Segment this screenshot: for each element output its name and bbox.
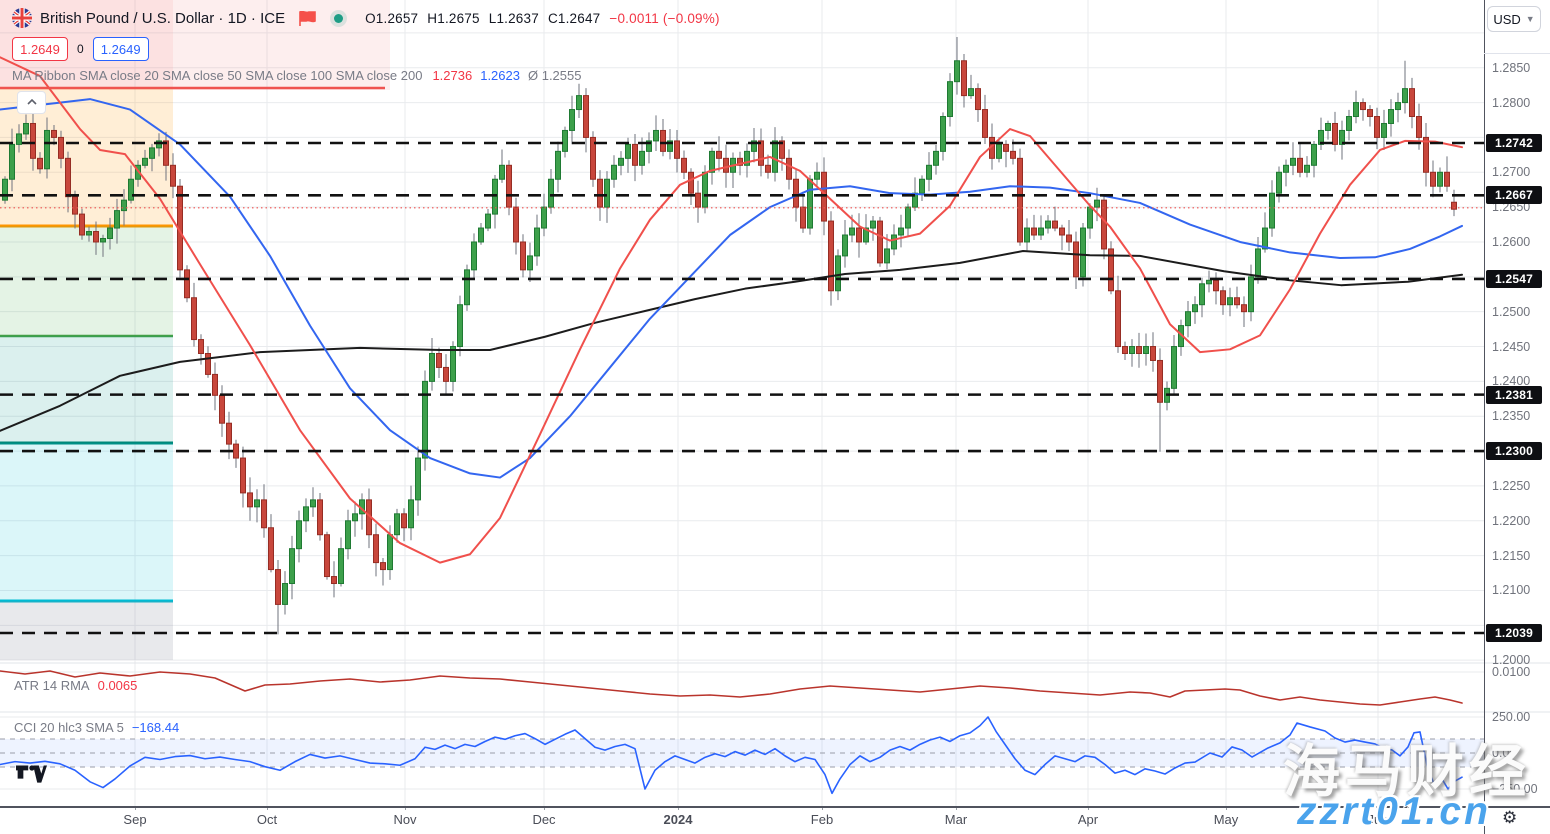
time-tick-mark <box>956 806 957 810</box>
sma20-value: 1.2736 <box>432 68 473 83</box>
price-tick-label: 1.2500 <box>1492 304 1531 319</box>
spread-value: 0 <box>77 42 84 56</box>
price-axis-border <box>1484 0 1485 834</box>
time-axis[interactable]: Sep Oct Nov Dec 2024 Feb Mar Apr May Jun <box>0 806 1550 834</box>
watermark-text: 海马财经 <box>1283 740 1531 804</box>
time-axis-border <box>0 806 1550 808</box>
time-tick-mark <box>1378 806 1379 810</box>
currency-label: USD <box>1493 11 1521 27</box>
price-tick-label: 1.2700 <box>1492 165 1531 180</box>
time-tick-label: 2024 <box>663 812 693 827</box>
time-tick-mark <box>822 806 823 810</box>
bid-price-box[interactable]: 1.2649 <box>12 37 68 61</box>
cci-axis-label: 0.00 <box>1492 746 1517 760</box>
price-tick-label: 1.2150 <box>1492 548 1531 563</box>
price-tick-label: 1.2400 <box>1492 374 1531 389</box>
time-tick-label: Dec <box>532 812 556 827</box>
cci-label: CCI 20 hlc3 SMA 5 <box>14 720 124 735</box>
price-level-badge: 1.2667 <box>1486 186 1542 205</box>
axis-separator <box>1484 53 1550 54</box>
time-tick-label: Nov <box>393 812 417 827</box>
time-tick-mark <box>544 806 545 810</box>
atr-axis-label: 0.0100 <box>1492 665 1531 679</box>
price-tick-label: 1.2200 <box>1492 513 1531 528</box>
ohlc-low: L1.2637 <box>488 10 539 26</box>
price-level-badge: 1.2039 <box>1486 623 1542 642</box>
time-tick-mark <box>1226 806 1227 810</box>
sma50-value: 1.2623 <box>480 68 520 83</box>
atr-label: ATR 14 RMA <box>14 678 90 693</box>
tradingview-logo[interactable] <box>16 763 47 791</box>
uk-flag-icon <box>12 8 32 28</box>
price-tick-label: 1.2800 <box>1492 95 1531 110</box>
time-tick-label: Apr <box>1077 812 1099 827</box>
price-tick-label: 1.2600 <box>1492 234 1531 249</box>
time-tick-mark <box>135 806 136 810</box>
ohlc-high: H1.2675 <box>427 10 480 26</box>
time-tick-mark <box>267 806 268 810</box>
bid-ask-row: 1.2649 0 1.2649 <box>12 37 149 61</box>
atr-legend[interactable]: ATR 14 RMA 0.0065 <box>14 678 137 693</box>
price-level-badge: 1.2381 <box>1486 385 1542 404</box>
time-tick-label: Feb <box>810 812 834 827</box>
price-level-badge: 1.2742 <box>1486 134 1542 152</box>
time-tick-label: Jun <box>1367 812 1389 827</box>
ohlc-readout: O1.2657 H1.2675 L1.2637 C1.2647 −0.0011 (−0.… <box>365 11 729 26</box>
time-tick-mark <box>405 806 406 810</box>
chevron-up-icon <box>26 97 37 108</box>
time-tick-mark <box>678 806 679 810</box>
price-tick-label: 1.2350 <box>1492 409 1531 424</box>
price-tick-label: 1.2000 <box>1492 653 1531 668</box>
ask-price-box[interactable]: 1.2649 <box>92 37 149 61</box>
cci-legend[interactable]: CCI 20 hlc3 SMA 5 −168.44 <box>14 720 179 735</box>
flagged-icon[interactable] <box>299 10 316 26</box>
time-tick-label: Mar <box>944 812 968 827</box>
currency-dropdown[interactable]: USD ▼ <box>1487 6 1541 32</box>
price-tick-label: 1.2100 <box>1492 583 1531 598</box>
price-tick-label: 1.2450 <box>1492 339 1531 354</box>
chevron-down-icon: ▼ <box>1525 14 1535 24</box>
cci-axis-label: −250.00 <box>1492 782 1538 796</box>
time-tick-label: Oct <box>256 812 278 827</box>
market-status-icon <box>334 13 344 23</box>
price-level-badge: 1.2547 <box>1486 269 1542 288</box>
ma-ribbon-legend[interactable]: MA Ribbon SMA close 20 SMA close 50 SMA … <box>12 68 581 83</box>
symbol-title[interactable]: British Pound / U.S. Dollar · 1D · ICE <box>40 9 286 27</box>
sma-avg-value: Ø 1.2555 <box>527 68 582 83</box>
price-level-badge: 1.2300 <box>1486 442 1542 461</box>
ohlc-change: −0.0011 (−0.09%) <box>609 10 720 26</box>
ohlc-close: C1.2647 <box>547 10 601 26</box>
ohlc-open: O1.2657 <box>365 10 419 26</box>
cci-axis-label: 250.00 <box>1492 710 1531 724</box>
symbol-header: British Pound / U.S. Dollar · 1D · ICE O… <box>12 8 729 28</box>
ma-ribbon-label: MA Ribbon SMA close 20 SMA close 50 SMA … <box>12 68 423 83</box>
time-tick-label: May <box>1213 812 1239 827</box>
watermark-url: zzrt01.cn <box>1297 790 1491 833</box>
collapse-panel-button[interactable] <box>17 91 46 114</box>
price-tick-label: 1.2250 <box>1492 478 1531 493</box>
price-tick-label: 1.2850 <box>1492 60 1531 75</box>
cci-value: −168.44 <box>131 720 180 735</box>
price-axis[interactable]: 1.2850 1.2800 1.2700 1.2650 1.2600 1.2500 1.24… <box>1484 0 1550 834</box>
atr-value: 0.0065 <box>97 678 138 693</box>
settings-gear-icon[interactable]: ⚙ <box>1502 808 1518 827</box>
time-tick-label: Sep <box>123 812 147 827</box>
time-tick-mark <box>1088 806 1089 810</box>
